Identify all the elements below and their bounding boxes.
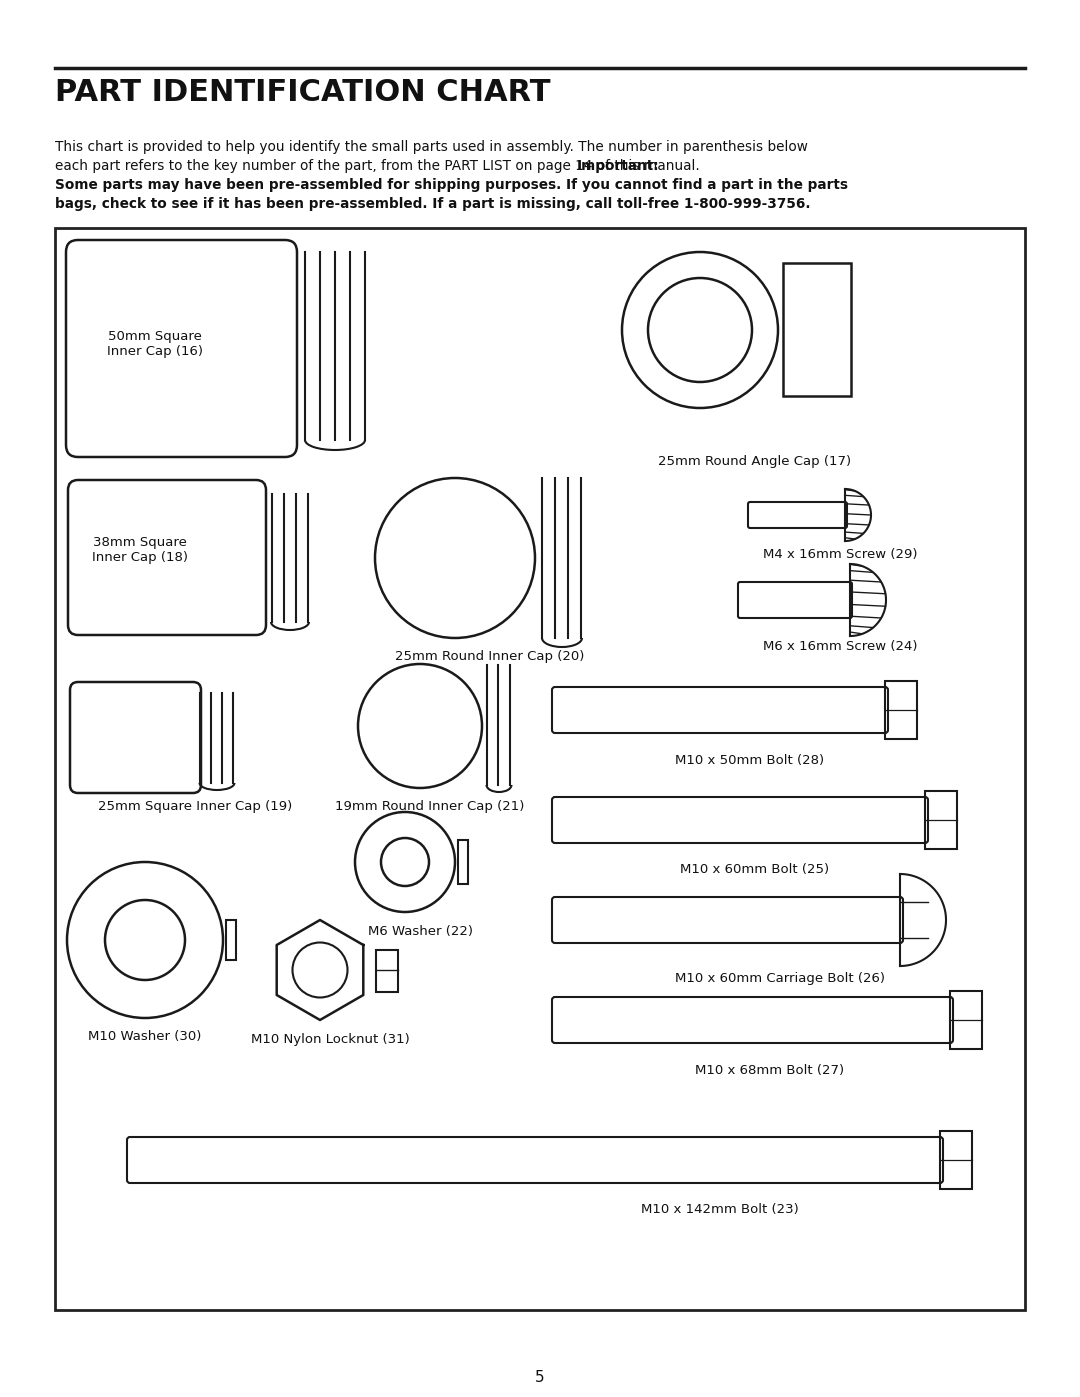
Text: 25mm Round Inner Cap (20): 25mm Round Inner Cap (20) (395, 650, 584, 664)
Bar (226, 921, 237, 960)
Bar (55, 228, 1025, 1310)
Bar (376, 950, 399, 992)
Text: M10 x 50mm Bolt (28): M10 x 50mm Bolt (28) (675, 754, 824, 767)
Text: M4 x 16mm Screw (29): M4 x 16mm Screw (29) (762, 548, 917, 562)
Text: 50mm Square
Inner Cap (16): 50mm Square Inner Cap (16) (107, 330, 203, 358)
Bar (783, 263, 851, 395)
Text: Important:: Important: (577, 159, 659, 173)
Text: PART IDENTIFICATION CHART: PART IDENTIFICATION CHART (55, 78, 551, 108)
Text: M10 x 60mm Carriage Bolt (26): M10 x 60mm Carriage Bolt (26) (675, 972, 885, 985)
Text: Some parts may have been pre-assembled for shipping purposes. If you cannot find: Some parts may have been pre-assembled f… (55, 177, 848, 191)
Bar (950, 990, 982, 1049)
Text: bags, check to see if it has been pre-assembled. If a part is missing, call toll: bags, check to see if it has been pre-as… (55, 197, 810, 211)
Text: M6 Washer (22): M6 Washer (22) (367, 925, 473, 937)
Text: M10 Washer (30): M10 Washer (30) (89, 1030, 202, 1044)
Text: 38mm Square
Inner Cap (18): 38mm Square Inner Cap (18) (92, 536, 188, 564)
Text: M10 x 60mm Bolt (25): M10 x 60mm Bolt (25) (680, 863, 829, 876)
Bar (940, 1132, 972, 1189)
Text: M10 x 68mm Bolt (27): M10 x 68mm Bolt (27) (696, 1065, 845, 1077)
Text: This chart is provided to help you identify the small parts used in assembly. Th: This chart is provided to help you ident… (55, 140, 808, 154)
Text: M10 Nylon Locknut (31): M10 Nylon Locknut (31) (251, 1032, 409, 1046)
Text: M6 x 16mm Screw (24): M6 x 16mm Screw (24) (762, 640, 917, 652)
Bar (458, 840, 468, 884)
Text: each part refers to the key number of the part, from the PART LIST on page 14 of: each part refers to the key number of th… (55, 159, 704, 173)
Text: 5: 5 (536, 1370, 544, 1384)
Text: 25mm Square Inner Cap (19): 25mm Square Inner Cap (19) (98, 800, 292, 813)
Text: 19mm Round Inner Cap (21): 19mm Round Inner Cap (21) (335, 800, 525, 813)
Text: 25mm Round Angle Cap (17): 25mm Round Angle Cap (17) (659, 455, 851, 468)
Text: M10 x 142mm Bolt (23): M10 x 142mm Bolt (23) (642, 1203, 799, 1215)
Bar (885, 680, 917, 739)
Bar (924, 791, 957, 849)
